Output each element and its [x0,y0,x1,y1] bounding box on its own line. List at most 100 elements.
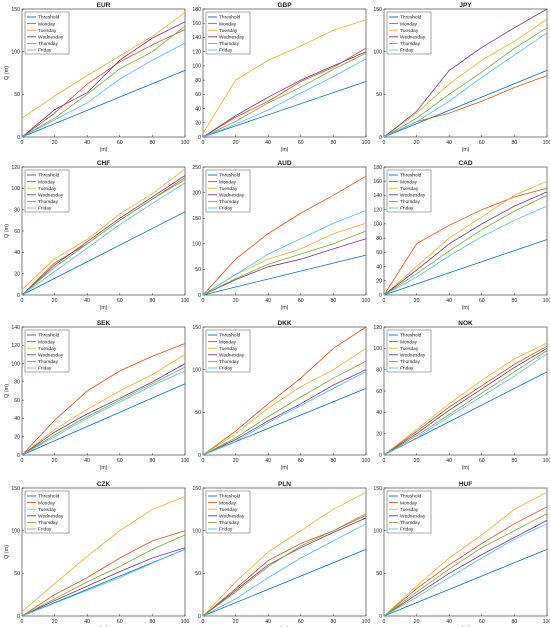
legend-label-monday: Monday [400,179,418,185]
series-line-monday [21,343,186,456]
x-tick-label: 100 [362,619,371,625]
y-tick-label: 0 [198,293,201,299]
y-tick-label: 100 [373,222,382,228]
series-line-friday [383,523,548,617]
x-tick-label: 0 [383,458,386,464]
legend-label-tuesday: Tuesday [400,186,419,192]
y-tick-label: 120 [11,343,20,349]
x-tick-label: 40 [446,619,452,625]
legend-label-thursday: Thursday [38,199,59,205]
series-line-tuesday [202,491,367,617]
y-tick-label: 40 [195,106,201,112]
x-tick-label: 80 [512,140,518,146]
x-tick-label: 40 [446,140,452,146]
x-tick-label: 80 [512,619,518,625]
series-line-tuesday [21,12,186,119]
legend-label-threshold: Threshold [38,173,60,179]
x-tick-label: 60 [117,458,123,464]
x-tick-label: 80 [331,458,337,464]
legend-label-threshold: Threshold [400,15,422,21]
y-tick-label: 150 [192,486,201,492]
series-line-tuesday [383,491,548,617]
legend-label-threshold: Threshold [219,494,241,500]
series-line-threshold [21,70,186,138]
legend-label-thursday: Thursday [38,41,59,47]
chart-aud: AUD 0 20 40 60 80 100 0 50 100 150 200 250 (m) Thresho… [192,160,370,311]
legend-label-monday: Monday [38,21,56,27]
y-tick-label: 0 [198,614,201,620]
legend-label-thursday: Thursday [219,41,240,47]
y-tick-label: 180 [373,165,382,171]
y-tick-label: 160 [192,21,201,27]
x-axis-label: (m) [281,147,289,153]
y-tick-label: 120 [11,165,20,171]
x-tick-label: 80 [150,298,156,304]
y-tick-label: 20 [376,279,382,285]
x-tick-label: 100 [181,298,190,304]
series-line-threshold [202,549,367,617]
legend-label-threshold: Threshold [400,173,422,179]
series-line-tuesday [383,180,548,296]
series-line-thursday [383,350,548,456]
legend-label-friday: Friday [400,366,414,372]
legend-box [205,11,251,55]
legend: ThresholdMondayTuesdayWednesdayThursdayF… [205,169,251,213]
legend-label-tuesday: Tuesday [38,507,57,513]
series-line-monday [21,29,186,138]
chart-nok: NOK 0 20 40 60 80 100 0 20 40 60 80 100 120 (m) Thresho… [373,320,550,471]
x-tick-label: 0 [383,619,386,625]
series-line-wednesday [202,238,367,296]
legend-label-tuesday: Tuesday [219,346,238,352]
legend-box [24,490,70,534]
series-line-threshold [383,70,548,138]
x-tick-label: 80 [331,619,337,625]
legend-box [24,11,70,55]
legend-label-threshold: Threshold [38,15,60,21]
legend: ThresholdMondayTuesdayWednesdayThursdayF… [386,11,432,55]
y-tick-label: 40 [376,410,382,416]
series-line-wednesday [383,520,548,617]
y-tick-label: 0 [17,453,20,459]
x-tick-label: 60 [117,298,123,304]
y-tick-label: 50 [195,571,201,577]
series-line-monday [202,326,367,456]
x-tick-label: 40 [84,458,90,464]
series-line-friday [202,58,367,138]
legend-label-friday: Friday [38,48,52,54]
y-tick-label: 150 [373,7,382,13]
chart-title: CHF [97,160,110,167]
x-tick-label: 0 [21,140,24,146]
legend: ThresholdMondayTuesdayWednesdayThursdayF… [24,490,70,534]
legend-label-thursday: Thursday [400,520,421,526]
series-line-friday [21,42,186,138]
y-tick-label: 0 [17,293,20,299]
legend: ThresholdMondayTuesdayWednesdayThursdayF… [24,329,70,373]
series-line-tuesday [21,354,186,456]
y-tick-label: 100 [11,49,20,55]
x-tick-label: 20 [233,619,239,625]
legend-label-threshold: Threshold [38,494,60,500]
x-tick-label: 100 [362,458,371,464]
series-line-friday [202,371,367,456]
series-line-monday [383,187,548,296]
x-axis-label: (m) [462,465,470,471]
legend-label-wednesday: Wednesday [219,35,245,41]
x-tick-label: 40 [84,298,90,304]
legend-label-threshold: Threshold [219,15,241,21]
legend-label-wednesday: Wednesday [38,193,64,199]
x-tick-label: 100 [181,458,190,464]
y-tick-label: 0 [198,453,201,459]
x-tick-label: 60 [298,140,304,146]
x-tick-label: 40 [84,619,90,625]
y-tick-label: 100 [373,49,382,55]
legend-label-tuesday: Tuesday [38,186,57,192]
legend-label-thursday: Thursday [219,520,240,526]
x-tick-label: 40 [265,140,271,146]
y-tick-label: 60 [376,389,382,395]
series-line-thursday [383,513,548,617]
x-tick-label: 60 [117,619,123,625]
legend-label-monday: Monday [219,179,237,185]
legend-box [205,329,251,373]
legend-label-tuesday: Tuesday [400,28,419,34]
y-tick-label: 60 [376,250,382,256]
